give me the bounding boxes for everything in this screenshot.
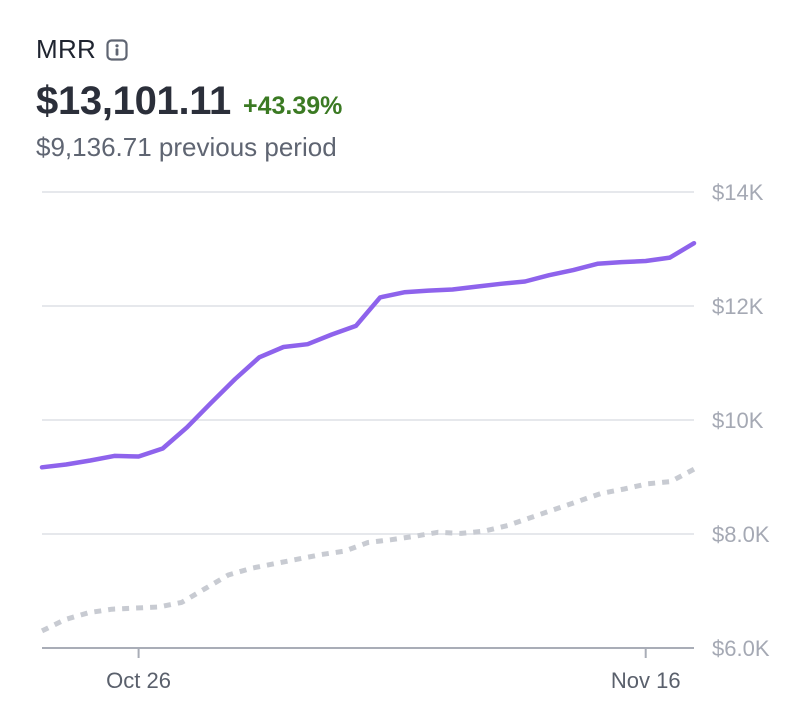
previous-period-line	[40, 466, 696, 634]
previous-period-text: $9,136.71 previous period	[36, 132, 337, 162]
y-tick-label: $10K	[712, 408, 764, 433]
info-icon[interactable]	[106, 38, 128, 61]
metric-value-row: $13,101.11 +43.39%	[36, 79, 342, 124]
y-tick-label: $8.0K	[712, 522, 770, 547]
current-period-line	[39, 240, 697, 470]
x-tick-label: Oct 26	[106, 668, 171, 693]
metric-header: MRR $13,101.11 +43.39% $9,136.71 previou…	[36, 34, 342, 163]
y-tick-label: $12K	[712, 294, 764, 319]
y-tick-label: $6.0K	[712, 636, 770, 661]
metric-title-row: MRR	[36, 34, 342, 65]
metric-change: +43.39%	[243, 92, 343, 120]
metric-value: $13,101.11	[36, 79, 231, 123]
x-tick-label: Nov 16	[611, 668, 681, 693]
metric-title: MRR	[36, 34, 97, 64]
y-tick-label: $14K	[712, 180, 764, 205]
